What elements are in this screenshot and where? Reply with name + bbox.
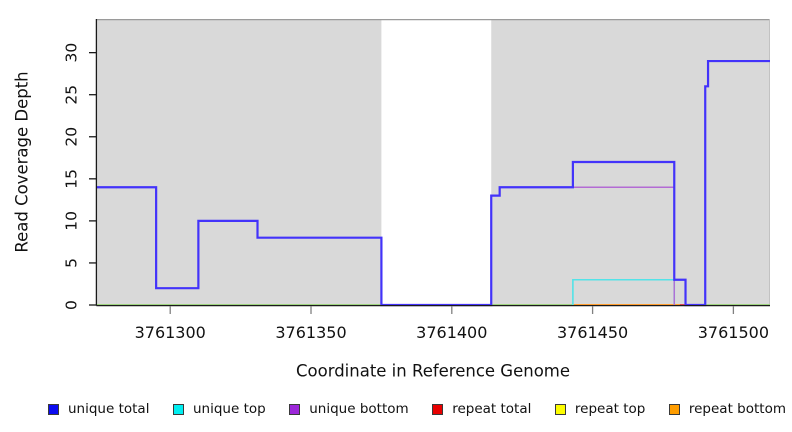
- y-tick-label: 10: [63, 211, 81, 231]
- legend-swatch-icon: [554, 403, 566, 415]
- legend-label: unique bottom: [309, 401, 409, 417]
- no-data-band: [381, 19, 492, 305]
- y-tick-label: 30: [63, 43, 81, 63]
- x-tick-label: 3761500: [698, 323, 769, 342]
- legend-swatch-icon: [48, 403, 59, 415]
- x-axis-title: Coordinate in Reference Genome: [295, 361, 571, 381]
- legend-swatch-icon: [173, 403, 184, 415]
- y-axis-title: Read Coverage Depth: [12, 71, 32, 253]
- legend-label: repeat total: [452, 401, 532, 417]
- legend-item-repeat-top: repeat top: [554, 401, 646, 417]
- y-tick-label: 15: [63, 169, 81, 189]
- y-tick-label: 25: [63, 85, 81, 105]
- y-tick-label: 0: [63, 300, 81, 310]
- y-tick-label: 5: [63, 258, 81, 268]
- legend-swatch-icon: [289, 403, 301, 415]
- legend-item-unique-bottom: unique bottom: [289, 401, 409, 417]
- legend-label: repeat top: [574, 401, 646, 417]
- legend-item-repeat-total: repeat total: [432, 401, 531, 417]
- x-tick-label: 3761350: [275, 323, 346, 342]
- x-tick-label: 3761450: [557, 323, 628, 342]
- x-tick-label: 3761400: [416, 323, 487, 342]
- legend: unique total unique top unique bottom repea…: [48, 401, 786, 417]
- legend-label: unique top: [193, 401, 266, 417]
- legend-label: unique total: [68, 401, 150, 417]
- legend-swatch-icon: [432, 403, 444, 415]
- x-tick-label: 3761300: [135, 323, 206, 342]
- legend-swatch-icon: [668, 403, 680, 415]
- legend-item-unique-top: unique top: [173, 401, 266, 417]
- series-unique-total: [97, 59, 770, 307]
- legend-item-unique-total: unique total: [48, 401, 149, 417]
- y-tick-label: 20: [63, 127, 81, 147]
- coverage-plot: 0 5 10 15 20 25 30 3761300 3761350 3761400 3761450…: [63, 18, 770, 342]
- legend-item-repeat-bottom: repeat bottom: [668, 401, 786, 417]
- legend-label: repeat bottom: [688, 401, 786, 417]
